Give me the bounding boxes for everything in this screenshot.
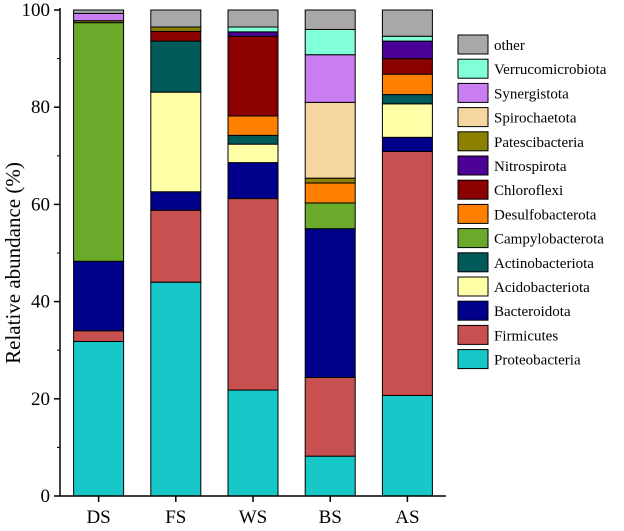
bar-segment-fs-other [150,9,202,28]
legend-swatch-spirochaetota [457,107,489,128]
x-tick-label-as: AS [395,507,419,528]
y-tick-label: 20 [31,389,50,410]
legend-swatch-firmicutes [457,324,489,345]
bar-segment-ws-firmicutes [227,198,279,391]
bar-segment-ds-other [73,9,125,14]
bar-segment-fs-chloroflexi [150,30,202,42]
bar-segment-ws-verrucomicrobiota [227,26,279,33]
legend-swatch-nitrospirota [457,155,489,176]
legend-label-spirochaetota: Spirochaetota [494,111,577,127]
legend-swatch-acidobacteriota [457,276,489,297]
bar-segment-ws-proteobacteria [227,389,279,497]
legend-swatch-campylobacterota [457,228,489,249]
legend-swatch-actinobacteriota [457,252,489,273]
legend-swatch-bacteroidota [457,300,489,321]
bar-segment-fs-bacteroidota [150,191,202,211]
y-tick-label: 80 [31,97,50,118]
y-tick-label: 0 [41,486,51,507]
bar-segment-ds-proteobacteria [73,340,125,497]
bar-segment-ws-other [227,9,279,28]
legend-swatch-synergistota [457,82,489,103]
legend-swatch-chloroflexi [457,179,489,200]
legend-label-campylobacterota: Campylobacterota [494,232,604,248]
bar-segment-ds-bacteroidota [73,260,125,332]
bar-segment-bs-other [304,9,356,30]
bar-segment-bs-proteobacteria [304,455,356,497]
x-tick-label-bs: BS [319,507,342,528]
legend-swatch-verrucomicrobiota [457,58,489,79]
legend-label-bacteroidota: Bacteroidota [494,304,571,320]
legend-swatch-other [457,34,489,55]
bar-segment-ds-campylobacterota [73,22,125,262]
bars-group [73,9,433,497]
legend-swatch-proteobacteria [457,349,489,370]
bar-segment-ws-desulfobacterota [227,115,279,136]
axes-group: 0 20 40 60 80 100 DS FS WS BS AS Relative abundance… [1,0,446,528]
y-tick-label: 40 [31,292,50,313]
bar-segment-as-other [381,9,433,37]
bar-segment-bs-synergistota [304,54,356,103]
bar-segment-fs-acidobacteriota [150,91,202,193]
legend-swatch-patescibacteria [457,131,489,152]
bar-segment-as-bacteroidota [381,136,433,152]
legend-label-patescibacteria: Patescibacteria [494,135,584,151]
bar-segment-as-verrucomicrobiota [381,35,433,42]
bar-segment-ws-actinobacteriota [227,134,279,145]
legend-label-chloroflexi: Chloroflexi [494,183,563,199]
bar-segment-bs-bacteroidota [304,228,356,378]
bar-segment-as-proteobacteria [381,394,433,497]
bar-segment-bs-firmicutes [304,376,356,457]
bar-segment-bs-patescibacteria [304,177,356,184]
y-axis-title: Relative abundance (%) [1,162,25,364]
legend-label-firmicutes: Firmicutes [494,328,558,344]
bar-segment-as-nitrospirota [381,40,433,60]
bar-segment-as-firmicutes [381,150,433,396]
bar-segment-fs-firmicutes [150,209,202,283]
bar-segment-fs-actinobacteriota [150,40,202,93]
bar-segment-as-acidobacteriota [381,103,433,138]
bar-segment-ds-firmicutes [73,330,125,342]
legend-label-proteobacteria: Proteobacteria [494,353,581,369]
bar-segment-ws-bacteroidota [227,162,279,200]
bar-segment-fs-proteobacteria [150,281,202,497]
bar-segment-bs-verrucomicrobiota [304,28,356,56]
bar-segment-as-actinobacteriota [381,94,433,105]
bar-segment-ds-synergistota [73,12,125,22]
legend-label-actinobacteriota: Actinobacteriota [494,256,594,272]
y-tick-label: 60 [31,194,50,215]
legend-label-nitrospirota: Nitrospirota [494,159,567,175]
legend-swatch-desulfobacterota [457,203,489,224]
y-tick-label: 100 [22,0,51,21]
bar-segment-bs-spirochaetota [304,101,356,179]
bar-segment-ws-nitrospirota [227,31,279,37]
x-tick-label-ws: WS [239,507,268,528]
legend-label-verrucomicrobiota: Verrucomicrobiota [494,62,607,78]
bar-segment-bs-campylobacterota [304,202,356,230]
legend-label-other: other [494,38,525,54]
legend-label-desulfobacterota: Desulfobacterota [494,207,597,223]
legend-label-synergistota: Synergistota [494,86,569,102]
x-tick-label-fs: FS [165,507,186,528]
bar-segment-ws-chloroflexi [227,35,279,117]
bar-segment-as-chloroflexi [381,58,433,75]
legend-label-acidobacteriota: Acidobacteriota [494,280,590,296]
bar-segment-ws-acidobacteriota [227,143,279,164]
legend: other Verrucomicrobiota Synergistota Spiroc… [457,34,607,370]
x-tick-label-ds: DS [86,507,110,528]
bar-segment-bs-desulfobacterota [304,182,356,204]
bar-segment-fs-patescibacteria [150,26,202,32]
bar-segment-as-desulfobacterota [381,73,433,96]
